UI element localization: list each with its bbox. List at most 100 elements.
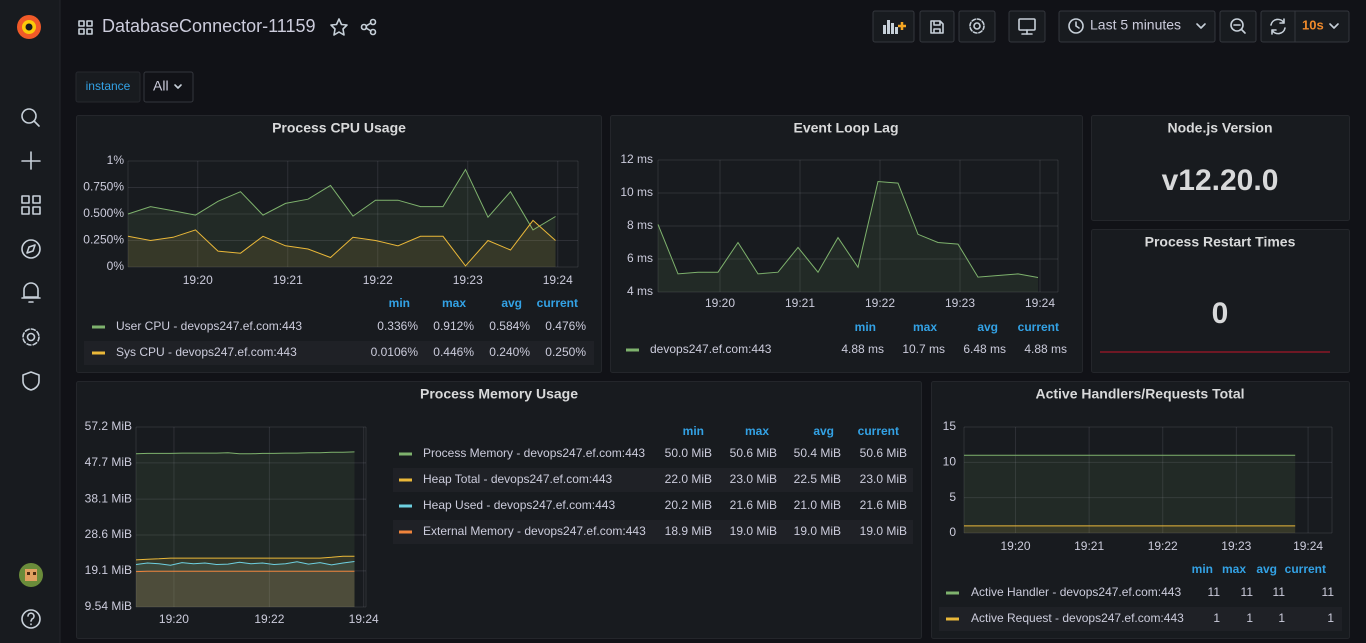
tv-icon	[1018, 18, 1036, 35]
dashboards-icon[interactable]	[21, 195, 41, 215]
series-area	[136, 561, 355, 607]
settings-icon[interactable]	[22, 328, 40, 346]
series-area	[136, 556, 355, 607]
refresh-picker[interactable]	[1260, 10, 1350, 43]
x-tick-label: 19:20	[1001, 539, 1031, 553]
legend-series-name: User CPU - devops247.ef.com:443	[116, 319, 302, 333]
grafana-logo[interactable]	[17, 15, 41, 39]
y-tick-label: 15	[943, 419, 957, 433]
y-tick-label: 1%	[107, 153, 125, 167]
y-tick-label: 0.500%	[83, 206, 124, 220]
clock-icon	[1068, 18, 1084, 34]
x-tick-label: 19:24	[543, 273, 573, 287]
sidebar	[0, 0, 60, 643]
legend-series-name: Process Memory - devops247.ef.com:443	[423, 446, 645, 460]
x-tick-label: 19:23	[1221, 539, 1251, 553]
series-line	[127, 168, 556, 231]
y-tick-label: 8 ms	[627, 218, 653, 232]
tv-mode-button[interactable]	[1008, 10, 1046, 43]
save-icon	[930, 20, 944, 34]
legend-series-name: Sys CPU - devops247.ef.com:443	[116, 345, 297, 359]
search-icon[interactable]	[21, 108, 40, 127]
legend-stat: 20.2 MiB	[665, 498, 712, 512]
x-tick-label: 19:23	[453, 273, 483, 287]
legend-stat: 0.250%	[545, 345, 586, 359]
x-tick-label: 19:20	[183, 273, 213, 287]
legend-header: avg	[1256, 562, 1277, 576]
save-button[interactable]	[919, 10, 955, 43]
explore-icon[interactable]	[21, 239, 41, 259]
help-icon[interactable]	[21, 609, 41, 629]
star-icon[interactable]	[330, 18, 348, 36]
legend-stat: 0.336%	[377, 319, 418, 333]
legend-swatch	[946, 591, 959, 595]
legend-stat: 22.0 MiB	[665, 472, 712, 486]
y-tick-label: 6 ms	[627, 251, 653, 265]
x-tick-label: 19:24	[1025, 296, 1055, 310]
legend-header: current	[537, 296, 578, 310]
series-line	[127, 219, 556, 267]
panel-title: Active Handlers/Requests Total	[1035, 386, 1244, 402]
y-tick-label: 47.7 MiB	[85, 455, 132, 469]
series-area	[964, 455, 1296, 533]
y-tick-label: 12 ms	[620, 152, 653, 166]
add-panel-icon	[883, 20, 906, 34]
series-line	[135, 451, 355, 455]
legend-stat: 50.4 MiB	[794, 446, 841, 460]
legend-stat: 23.0 MiB	[860, 472, 907, 486]
legend-header: current	[1018, 320, 1059, 334]
legend-header: min	[683, 424, 704, 438]
legend-swatch	[399, 530, 412, 534]
y-tick-label: 10	[943, 455, 957, 469]
legend-row-bg	[393, 468, 913, 492]
legend-stat: 21.0 MiB	[794, 498, 841, 512]
panel	[76, 381, 922, 639]
settings-button[interactable]	[958, 10, 996, 43]
panel-title: Process Restart Times	[1145, 234, 1296, 250]
share-icon[interactable]	[360, 18, 377, 36]
legend-stat: 0.476%	[545, 319, 586, 333]
series-line	[657, 180, 1039, 278]
x-tick-label: 19:23	[945, 296, 975, 310]
time-picker[interactable]	[1058, 10, 1216, 43]
user-avatar[interactable]	[19, 563, 43, 587]
refresh-icon[interactable]	[1270, 18, 1286, 35]
legend-stat: 50.6 MiB	[860, 446, 907, 460]
legend-series-name: Active Request - devops247.ef.com:443	[971, 611, 1184, 625]
legend-header: current	[1285, 562, 1326, 576]
legend-swatch	[626, 348, 639, 352]
legend-header: avg	[977, 320, 998, 334]
legend-stat: 0.584%	[489, 319, 530, 333]
legend-stat: 50.6 MiB	[730, 446, 777, 460]
variable-label: instance	[86, 79, 131, 93]
legend-header: max	[913, 320, 937, 334]
variable-caret	[174, 84, 182, 89]
panel	[931, 381, 1350, 639]
legend-row-bg	[939, 607, 1342, 631]
legend-series-name: devops247.ef.com:443	[650, 342, 772, 356]
legend-stat: 21.6 MiB	[860, 498, 907, 512]
legend-stat: 1	[1278, 611, 1285, 625]
shield-icon[interactable]	[22, 371, 40, 391]
legend-stat: 21.6 MiB	[730, 498, 777, 512]
legend-stat: 6.48 ms	[963, 342, 1006, 356]
time-picker-caret	[1196, 23, 1206, 29]
y-tick-label: 0	[949, 525, 956, 539]
variable-value[interactable]: All	[153, 78, 169, 94]
legend-stat: 11	[1273, 585, 1286, 599]
legend-swatch	[92, 351, 105, 355]
dashboard-title[interactable]: DatabaseConnector-11159	[102, 16, 315, 36]
panel-title: Process CPU Usage	[272, 120, 406, 136]
refresh-interval[interactable]: 10s	[1302, 17, 1324, 32]
x-tick-label: 19:22	[865, 296, 895, 310]
alerting-icon[interactable]	[21, 282, 41, 303]
create-icon[interactable]	[21, 151, 41, 170]
variable-select[interactable]	[143, 71, 194, 103]
dashboard-settings-icon	[969, 18, 985, 34]
series-line	[135, 555, 355, 561]
legend-header: min	[389, 296, 410, 310]
stat-value: v12.20.0	[1162, 164, 1279, 197]
x-tick-label: 19:22	[363, 273, 393, 287]
x-tick-label: 19:20	[159, 612, 189, 626]
zoom-out-button[interactable]	[1219, 10, 1257, 43]
